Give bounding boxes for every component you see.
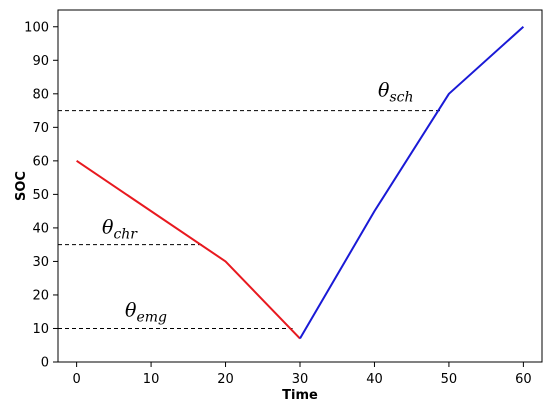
- y-tick-label: 40: [32, 221, 49, 236]
- y-tick-label: 0: [41, 356, 49, 371]
- series-line-2: [299, 26, 525, 340]
- threshold-subscript: sch: [389, 90, 413, 106]
- threshold-symbol: θ: [125, 299, 137, 321]
- x-tick-label: 20: [217, 372, 234, 387]
- threshold-lines: [58, 110, 442, 329]
- y-tick-label: 80: [32, 87, 49, 102]
- series-lines: [76, 26, 525, 340]
- x-tick-label: 30: [292, 372, 309, 387]
- y-tick-label: 70: [32, 121, 49, 136]
- y-axis-ticks: 0 10 20 30 40 50 60 70 80 90 100: [24, 20, 58, 371]
- threshold-symbol: θ: [102, 217, 114, 239]
- x-tick-label: 10: [143, 372, 160, 387]
- y-tick-label: 50: [32, 188, 49, 203]
- y-tick-label: 30: [32, 255, 49, 270]
- y-tick-label: 10: [32, 322, 49, 337]
- x-tick-label: 60: [515, 372, 532, 387]
- x-axis-label: Time: [282, 388, 318, 403]
- threshold-subscript: emg: [136, 309, 167, 325]
- y-tick-label: 60: [32, 154, 49, 169]
- x-tick-label: 0: [72, 372, 80, 387]
- y-tick-label: 100: [24, 20, 49, 35]
- threshold-symbol: θ: [378, 80, 390, 102]
- threshold-label-emg: θemg: [125, 299, 167, 325]
- series-line-1: [76, 160, 301, 340]
- threshold-subscript: chr: [113, 227, 138, 243]
- y-axis-label: SOC: [14, 171, 29, 201]
- y-tick-label: 20: [32, 288, 49, 303]
- y-tick-label: 90: [32, 54, 49, 69]
- threshold-label-chr: θchr: [102, 217, 138, 243]
- x-tick-label: 40: [366, 372, 383, 387]
- threshold-label-sch: θsch: [378, 80, 414, 106]
- x-tick-label: 50: [441, 372, 458, 387]
- x-axis-ticks: 0 10 20 30 40 50 60: [72, 362, 532, 387]
